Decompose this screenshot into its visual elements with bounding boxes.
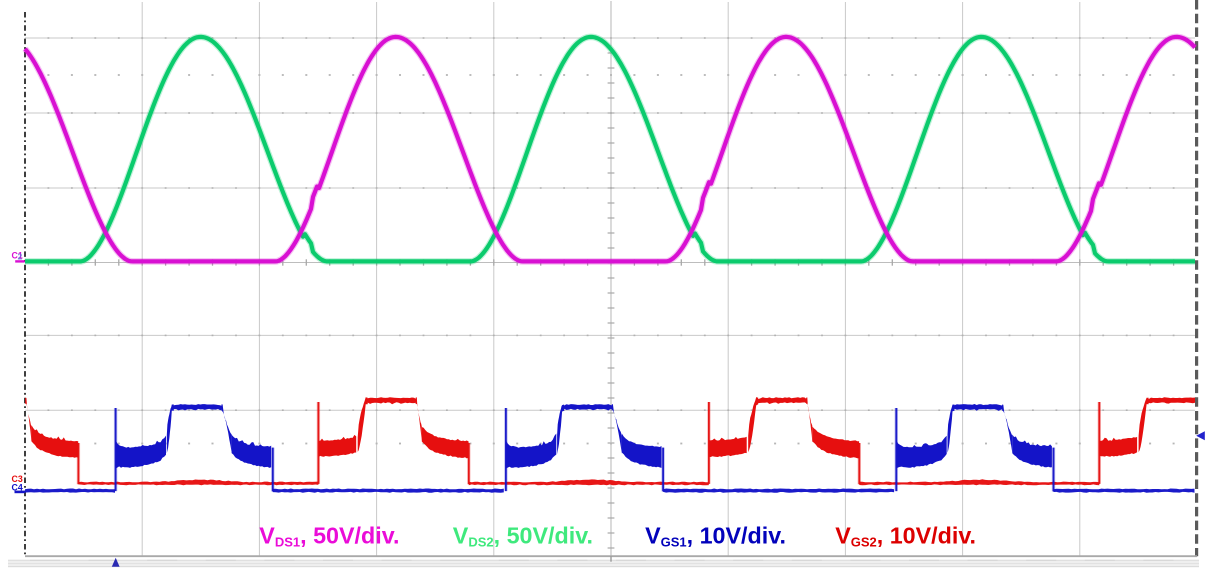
svg-text:VGS1, 10V/div.: VGS1, 10V/div. xyxy=(645,523,786,550)
svg-text:C1: C1 xyxy=(12,250,23,260)
svg-text:2: 2 xyxy=(18,251,23,261)
svg-text:C4: C4 xyxy=(12,482,23,492)
svg-text:VDS1, 50V/div.: VDS1, 50V/div. xyxy=(259,523,399,550)
svg-text:C3: C3 xyxy=(12,474,23,484)
